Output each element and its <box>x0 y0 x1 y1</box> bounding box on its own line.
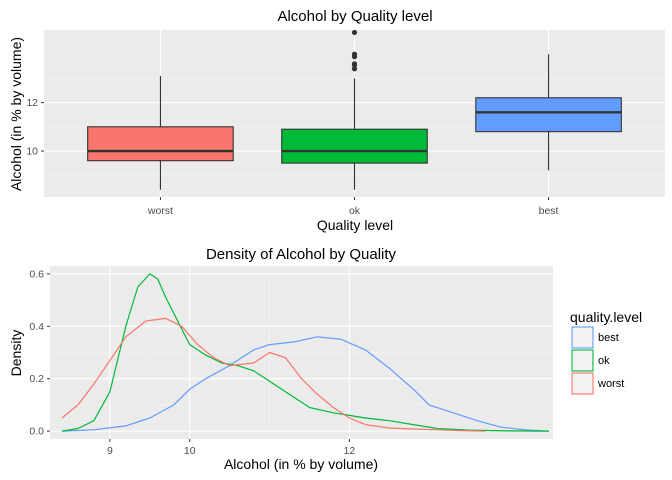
density-chart: Density of Alcohol by Quality 0.00.20.40… <box>8 246 642 472</box>
density-title: Density of Alcohol by Quality <box>206 246 397 263</box>
density-y-tick-label: 0.6 <box>29 268 44 280</box>
legend-label-best: best <box>598 332 619 344</box>
legend-key-ok <box>571 349 594 372</box>
boxplot-y-tick-label: 10 <box>26 146 38 158</box>
density-legend: quality.level best ok worst <box>570 309 642 395</box>
density-y-tick-label: 0.4 <box>29 321 44 333</box>
box-outlier <box>351 51 358 57</box>
density-x-tick-label: 9 <box>107 445 113 457</box>
boxplot-y-ticks: 10 12 <box>26 97 44 158</box>
density-y-tick-label: 0.0 <box>29 426 44 438</box>
density-x-ticks: 9 10 12 <box>107 439 355 457</box>
legend-label-ok: ok <box>598 355 610 367</box>
density-line-best <box>61 336 550 432</box>
box-worst <box>87 126 234 162</box>
boxplot-x-tick-label: ok <box>349 205 361 217</box>
legend-key-best <box>571 326 594 349</box>
density-y-label: Density <box>8 330 24 377</box>
density-x-tick-label: 10 <box>184 445 196 457</box>
boxplot-x-tick-label: best <box>539 205 559 217</box>
box-outlier <box>351 29 358 36</box>
box-best <box>475 97 622 133</box>
legend-key-worst <box>571 372 594 395</box>
box-outlier <box>351 66 358 72</box>
density-major-grid <box>50 266 553 439</box>
boxplot-y-tick-label: 12 <box>26 97 38 109</box>
boxplot-marks <box>87 29 622 190</box>
boxplot-chart: Alcohol by Quality level 10 12 worst ok bes… <box>8 8 665 233</box>
density-lines <box>61 273 550 432</box>
boxplot-x-ticks: worst ok best <box>147 197 559 217</box>
legend-title: quality.level <box>570 309 642 325</box>
boxplot-y-label: Alcohol (in % by volume) <box>8 37 24 191</box>
density-x-tick-label: 12 <box>344 445 356 457</box>
density-y-ticks: 0.0 0.2 0.4 0.6 <box>29 268 50 438</box>
box-ok <box>281 128 428 164</box>
box-outlier <box>351 61 358 67</box>
density-line-ok <box>61 273 550 432</box>
boxplot-x-label: Quality level <box>317 217 393 233</box>
density-line-worst <box>61 317 486 432</box>
boxplot-title: Alcohol by Quality level <box>277 8 432 25</box>
density-y-tick-label: 0.2 <box>29 373 44 385</box>
legend-label-worst: worst <box>597 378 624 390</box>
density-x-label: Alcohol (in % by volume) <box>224 456 378 472</box>
boxplot-x-tick-label: worst <box>147 205 173 217</box>
